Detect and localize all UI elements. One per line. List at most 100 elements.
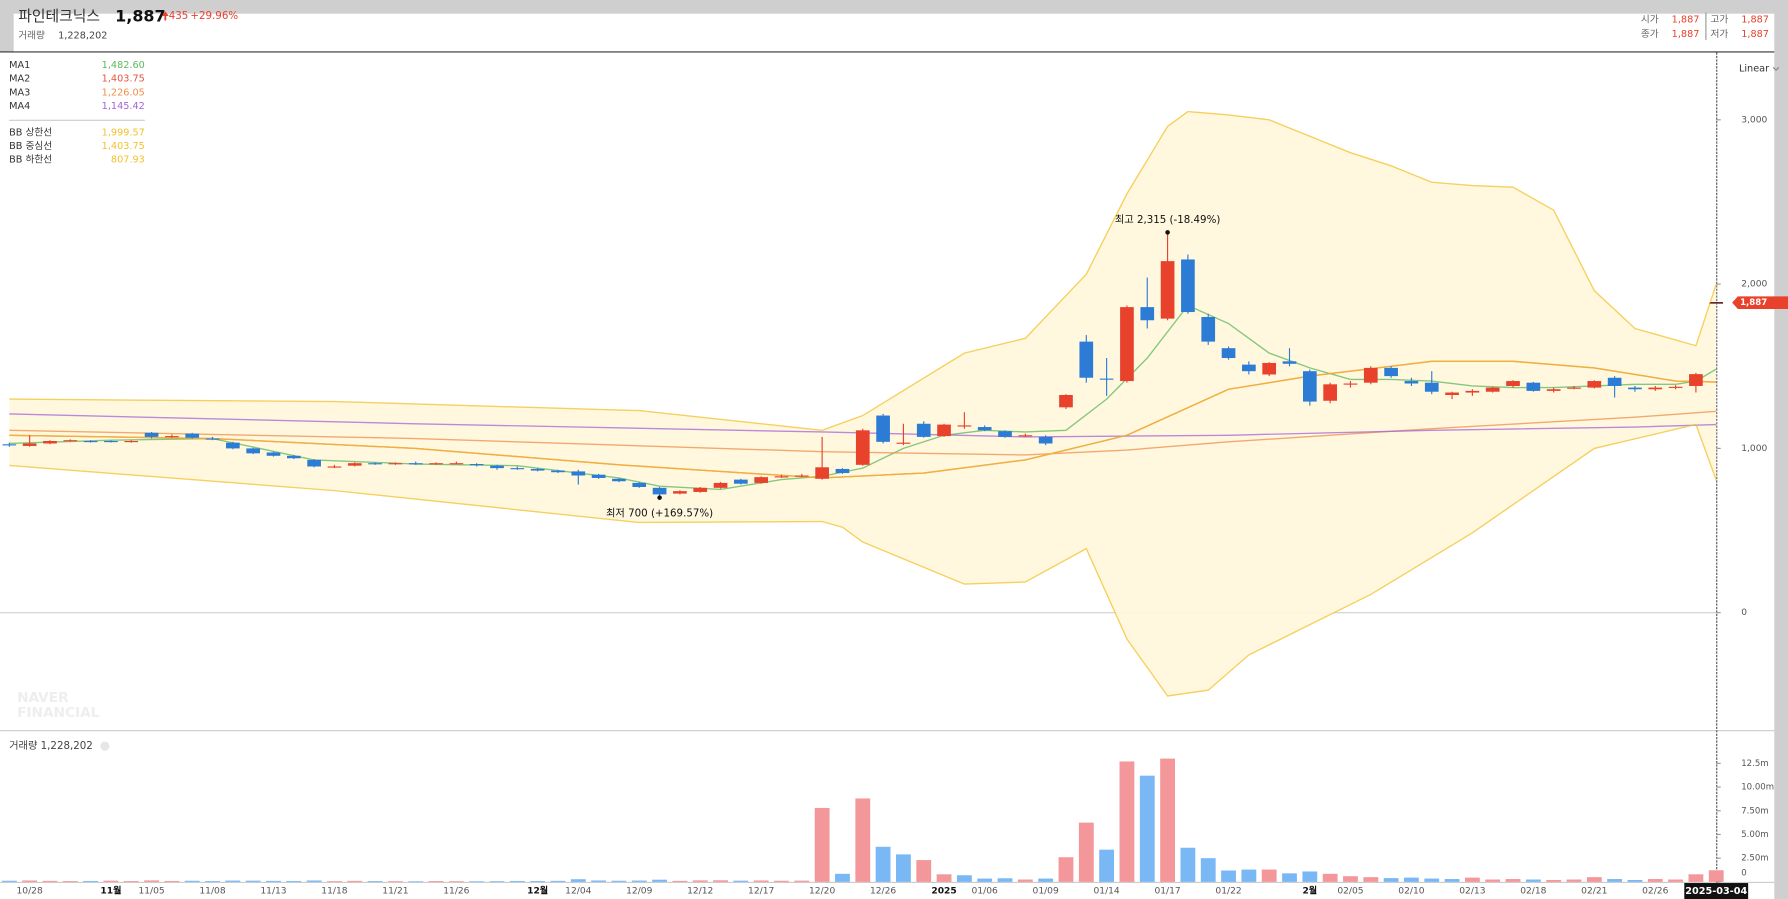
quote-label: 시가: [1641, 13, 1659, 25]
volume-bar: [1647, 879, 1663, 882]
x-tick-label: 11/08: [199, 887, 225, 897]
candle-body: [571, 471, 586, 476]
candle-body: [1059, 395, 1073, 408]
watermark: NAVER: [17, 690, 69, 706]
volume-bar: [672, 880, 688, 882]
volume-bar: [631, 880, 647, 882]
legend-label: MA4: [9, 101, 30, 112]
volume-bar: [388, 881, 403, 882]
candle-body: [794, 475, 809, 477]
volume-bar: [42, 880, 58, 882]
candle-body: [551, 470, 565, 473]
x-tick-label: 2025-03-04: [1685, 886, 1747, 897]
volume-tick-label: 12.5m: [1741, 759, 1768, 769]
candle-body: [22, 443, 37, 446]
candle-body: [713, 482, 728, 488]
candle-body: [1445, 392, 1459, 396]
volume-value: 1,228,202: [58, 30, 107, 41]
x-tick-label: 12/20: [809, 887, 835, 897]
legend-label: BB 중심선: [9, 140, 52, 152]
frame-right: [1774, 0, 1788, 899]
quote-value: 1,887: [1672, 29, 1700, 40]
y-tick-label: 3,000: [1741, 115, 1767, 125]
volume-bar: [855, 798, 871, 882]
x-tick-label: 10/28: [17, 887, 43, 897]
candle-body: [83, 441, 98, 443]
x-tick-label: 11월: [100, 885, 121, 897]
candle-body: [774, 476, 789, 478]
candle-body: [226, 442, 240, 449]
volume-bar: [408, 881, 424, 882]
volume-bar: [1525, 879, 1541, 882]
volume-bar: [896, 854, 911, 882]
candle-body: [1384, 367, 1398, 377]
volume-bar: [1546, 879, 1562, 882]
volume-bar: [347, 880, 363, 882]
volume-tick-label: 0: [1741, 868, 1746, 878]
last-price-tag: [1732, 296, 1788, 309]
candle-body: [286, 455, 301, 459]
volume-bar: [1160, 758, 1175, 882]
volume-bar: [1505, 879, 1521, 882]
candle-body: [612, 478, 626, 482]
quote-label: 고가: [1710, 13, 1728, 25]
frame-top: [0, 0, 1788, 14]
volume-bar: [306, 880, 322, 882]
candle-body: [632, 482, 647, 488]
volume-bar: [225, 880, 241, 882]
legend-label: BB 하한선: [9, 153, 52, 166]
candle-body: [510, 468, 525, 470]
candle-body: [1506, 381, 1520, 386]
candle-body: [734, 479, 748, 484]
legend-value: 807.93: [111, 155, 145, 166]
volume-settings-icon[interactable]: [100, 741, 110, 751]
volume-bar: [753, 880, 769, 882]
legend-value: 1,145.42: [102, 101, 145, 112]
candle-body: [754, 477, 769, 483]
legend-label: MA2: [9, 74, 30, 85]
crosshair-date-box: [1684, 883, 1749, 899]
candle-body: [449, 463, 464, 465]
volume-bar: [1139, 775, 1155, 882]
volume-bar: [245, 880, 261, 882]
candle-body: [266, 452, 281, 456]
candle-body: [185, 433, 200, 438]
y-tick-label: 2,000: [1741, 280, 1767, 290]
stock-price: 1,887: [115, 7, 165, 26]
indicator-line: [9, 410, 1717, 456]
x-tick-label: 12/12: [687, 887, 713, 897]
legend-value: 1,403.75: [102, 141, 145, 152]
volume-bar: [448, 881, 464, 882]
candle-body: [876, 415, 890, 442]
candle-body: [1465, 390, 1480, 393]
volume-bar: [1383, 878, 1399, 882]
candle-body: [1201, 316, 1216, 342]
volume-bar: [1343, 876, 1358, 882]
candle-body: [1587, 381, 1602, 388]
scale-dropdown-icon[interactable]: [1772, 66, 1780, 71]
candle-body: [205, 438, 220, 440]
candle-body: [327, 466, 342, 468]
volume-bar: [1282, 873, 1297, 882]
x-tick-label: 02/13: [1459, 887, 1485, 897]
volume-bar: [1485, 879, 1501, 882]
candle-body: [347, 463, 362, 466]
quote-label: 종가: [1641, 28, 1659, 40]
scale-toggle[interactable]: Linear: [1739, 63, 1769, 74]
volume-bar: [184, 880, 200, 882]
volume-tick-label: 2.50m: [1741, 854, 1768, 864]
candle-body: [1363, 367, 1378, 383]
candle-body: [63, 440, 78, 442]
volume-bar: [123, 881, 139, 882]
indicator-line: [9, 110, 1717, 432]
volume-bar: [977, 878, 993, 882]
bb-fill: [9, 111, 1717, 696]
legend-value: 1,403.75: [102, 74, 145, 85]
candle-body: [1567, 387, 1581, 389]
volume-bar: [469, 881, 485, 882]
volume-bar: [103, 880, 119, 882]
up-arrow: [161, 11, 169, 21]
volume-bar: [814, 807, 830, 882]
candle-body: [530, 468, 545, 471]
candle-body: [124, 441, 139, 443]
